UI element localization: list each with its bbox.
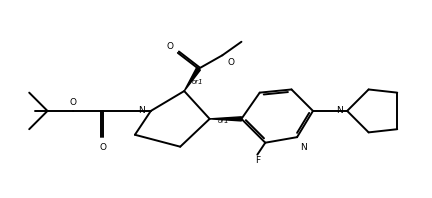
Text: O: O	[70, 98, 76, 107]
Text: O: O	[100, 143, 107, 152]
Text: or1: or1	[192, 79, 204, 85]
Text: F: F	[255, 156, 260, 166]
Text: O: O	[166, 42, 173, 50]
Text: N: N	[300, 143, 307, 152]
Text: N: N	[336, 106, 343, 115]
Text: N: N	[139, 106, 145, 115]
Polygon shape	[210, 117, 241, 121]
Text: O: O	[227, 58, 234, 67]
Polygon shape	[184, 68, 200, 91]
Text: or1: or1	[218, 118, 229, 124]
